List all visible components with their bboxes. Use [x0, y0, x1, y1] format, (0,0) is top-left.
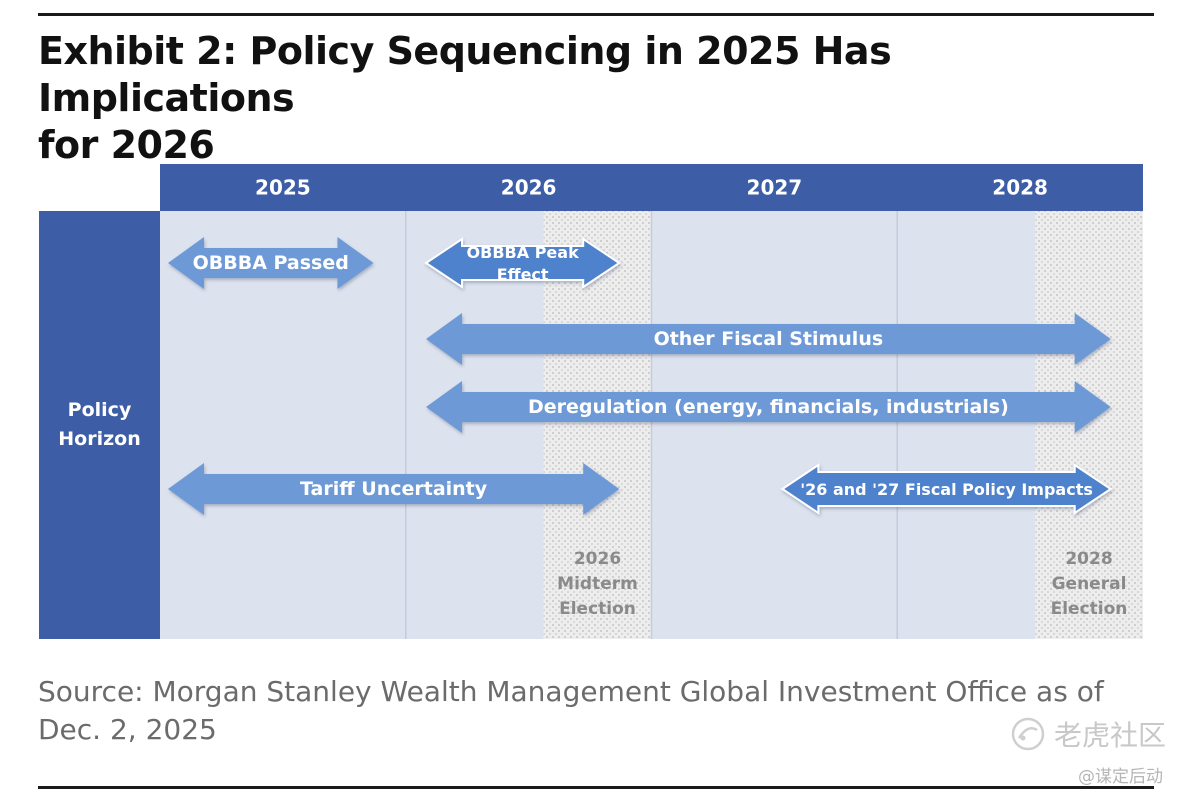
- arrow-deregulation-energy-financials-industrials-label: Deregulation (energy, financials, indust…: [528, 396, 1009, 418]
- source-note: Source: Morgan Stanley Wealth Management…: [38, 673, 1138, 749]
- election-label-2026-line-1: 2026: [574, 549, 621, 569]
- arrow-26-and-27-fiscal-policy-impacts-label: '26 and '27 Fiscal Policy Impacts: [800, 480, 1093, 499]
- top-rule: [38, 13, 1154, 16]
- election-label-2028-line-2: General: [1052, 574, 1127, 594]
- year-header-2027: 2027: [747, 176, 803, 200]
- page-title: Exhibit 2: Policy Sequencing in 2025 Has…: [38, 28, 1158, 169]
- election-label-2026-line-2: Midterm: [557, 574, 638, 594]
- election-label-2026-line-3: Election: [559, 599, 636, 619]
- year-header-band: [160, 164, 1143, 211]
- watermark-handle: @谋定后动: [1078, 767, 1163, 787]
- watermark-brand: 老虎社区: [1054, 719, 1167, 752]
- title-line-1: Exhibit 2: Policy Sequencing in 2025 Has…: [38, 29, 892, 120]
- row-label-column: [39, 211, 160, 639]
- election-zone-2028: [1035, 211, 1143, 639]
- watermark: 老虎社区: [1010, 712, 1166, 756]
- year-header-2028: 2028: [992, 176, 1048, 200]
- arrow-deregulation-energy-financials-industrials: [426, 381, 1111, 433]
- arrow-other-fiscal-stimulus: [426, 313, 1111, 365]
- arrow-26-and-27-fiscal-policy-impacts: [780, 463, 1113, 515]
- arrow-obbba-peak-effect-label-line-1: OBBBA Peak: [467, 243, 580, 262]
- source-line-1: Source: Morgan Stanley Wealth Management…: [38, 675, 1104, 708]
- arrow-tariff-uncertainty-label: Tariff Uncertainty: [300, 478, 488, 500]
- arrow-obbba-passed: [168, 237, 374, 289]
- source-line-2: Dec. 2, 2025: [38, 713, 217, 746]
- election-zone-2026: [543, 211, 652, 639]
- row-label-line-2: Horizon: [58, 428, 140, 450]
- tiger-logo-icon: [1011, 717, 1045, 751]
- bottom-rule: [38, 786, 1154, 789]
- arrow-tariff-uncertainty: [168, 463, 620, 515]
- arrow-obbba-peak-effect-label-line-2: Effect: [497, 265, 549, 284]
- election-label-2028-line-3: Election: [1051, 599, 1128, 619]
- row-label-line-1: Policy: [68, 399, 132, 421]
- year-header-2026: 2026: [501, 176, 557, 200]
- election-label-2028-line-1: 2028: [1065, 549, 1112, 569]
- title-line-2: for 2026: [38, 123, 215, 167]
- arrow-obbba-passed-label: OBBBA Passed: [193, 252, 349, 274]
- arrow-other-fiscal-stimulus-label: Other Fiscal Stimulus: [654, 328, 884, 350]
- arrow-obbba-peak-effect: [424, 237, 622, 289]
- year-header-2025: 2025: [255, 176, 311, 200]
